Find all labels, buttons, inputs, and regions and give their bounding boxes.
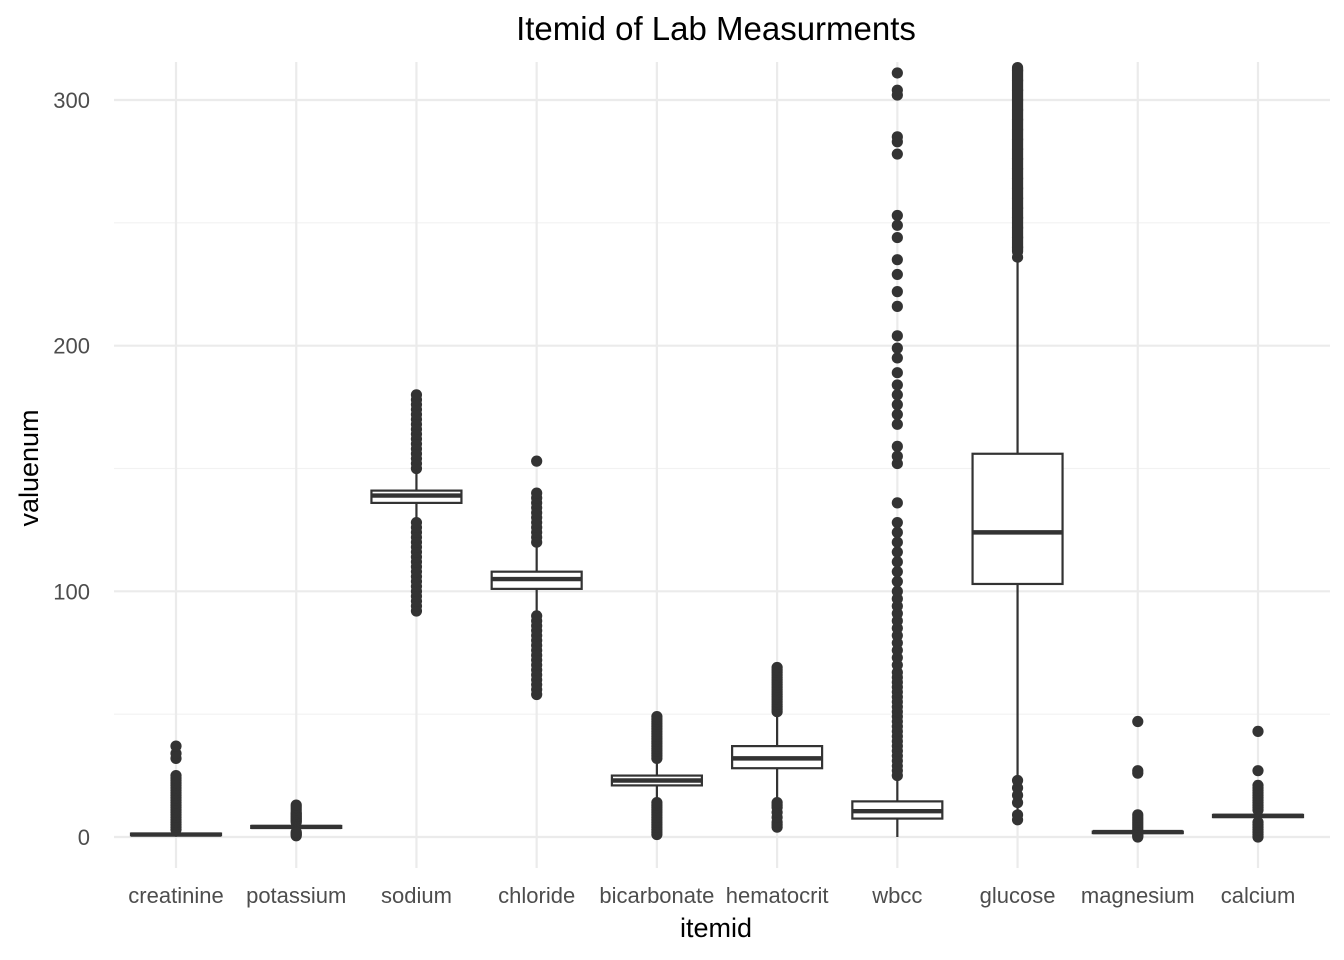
outlier-point xyxy=(1252,816,1264,828)
outlier-point xyxy=(891,286,903,298)
x-tick-label: magnesium xyxy=(1081,883,1195,908)
outlier-point xyxy=(891,131,903,143)
outlier-point xyxy=(891,254,903,266)
x-tick-label: calcium xyxy=(1221,883,1296,908)
y-axis-tick-labels: 0 100 200 300 xyxy=(53,88,90,850)
outlier-point xyxy=(891,342,903,354)
outlier-point xyxy=(891,330,903,342)
x-tick-label: creatinine xyxy=(128,883,223,908)
box-bicarbonate xyxy=(610,711,703,841)
outlier-point xyxy=(531,455,543,467)
outlier-point xyxy=(891,408,903,421)
outlier-point xyxy=(891,268,903,281)
outlier-point xyxy=(170,769,182,782)
outlier-point xyxy=(891,379,903,391)
outlier-point xyxy=(531,610,543,622)
outlier-point xyxy=(1252,779,1264,792)
outlier-point xyxy=(290,799,302,811)
x-axis-tick-labels: creatinine potassium sodium chloride bicarbo… xyxy=(128,883,1295,908)
outlier-point xyxy=(891,497,903,509)
x-tick-label: glucose xyxy=(980,883,1056,908)
box-plot-series xyxy=(129,62,1305,843)
gridlines xyxy=(114,62,1330,868)
outlier-point xyxy=(891,300,903,312)
outlier-point xyxy=(891,367,903,379)
outlier-point xyxy=(891,399,903,411)
x-tick-label: sodium xyxy=(381,883,452,908)
outlier-point xyxy=(891,566,903,578)
outlier-point xyxy=(891,450,903,462)
outlier-point xyxy=(891,67,903,79)
outlier-dense-band xyxy=(1011,62,1024,258)
outlier-point xyxy=(891,585,903,597)
outlier-point xyxy=(290,826,302,838)
box-glucose xyxy=(971,62,1064,826)
outlier-point xyxy=(891,389,903,401)
chart-title: Itemid of Lab Measurments xyxy=(516,10,916,47)
outlier-point xyxy=(410,389,423,401)
outlier-point xyxy=(531,487,543,499)
y-tick-label: 0 xyxy=(78,825,90,850)
outlier-point xyxy=(771,797,783,809)
outlier-point xyxy=(651,797,663,809)
x-tick-label: potassium xyxy=(246,883,346,908)
x-tick-label: hematocrit xyxy=(726,883,829,908)
outlier-point xyxy=(891,556,903,568)
box-hematocrit xyxy=(731,661,824,833)
x-tick-label: wbcc xyxy=(871,883,922,908)
y-axis-title: valuenum xyxy=(14,409,44,526)
box-magnesium xyxy=(1091,715,1184,843)
outlier-point xyxy=(891,526,903,538)
outlier-point xyxy=(1252,725,1264,737)
outlier-point xyxy=(891,440,903,452)
outlier-point xyxy=(891,148,903,160)
box-sodium xyxy=(370,389,463,617)
box-chloride xyxy=(490,455,583,701)
iqr-box xyxy=(971,452,1064,586)
outlier-point xyxy=(891,536,903,548)
outlier-point xyxy=(891,352,903,364)
box-potassium xyxy=(250,799,343,842)
outlier-point xyxy=(891,209,903,222)
y-tick-label: 200 xyxy=(53,334,90,359)
outlier-point xyxy=(771,661,783,674)
outlier-point xyxy=(1132,765,1144,777)
box-creatinine xyxy=(129,740,223,837)
outlier-point xyxy=(1132,715,1144,728)
box-wbcc xyxy=(851,67,944,837)
outlier-point xyxy=(410,516,423,529)
outlier-point xyxy=(891,231,903,244)
outlier-point xyxy=(1132,809,1144,821)
outlier-point xyxy=(651,711,663,723)
x-tick-label: bicarbonate xyxy=(599,883,714,908)
box-calcium xyxy=(1211,725,1305,843)
y-tick-label: 300 xyxy=(53,88,90,113)
outlier-point xyxy=(1252,765,1264,777)
outlier-point xyxy=(1011,774,1024,787)
x-tick-label: chloride xyxy=(498,883,575,908)
outlier-point xyxy=(891,575,903,588)
x-axis-title: itemid xyxy=(680,913,752,943)
outlier-point xyxy=(891,219,903,231)
outlier-point xyxy=(891,418,903,430)
outlier-point xyxy=(891,516,903,529)
y-tick-label: 100 xyxy=(53,579,90,604)
outlier-point xyxy=(891,546,903,558)
outlier-point xyxy=(170,740,182,752)
outlier-point xyxy=(1011,809,1024,821)
outlier-point xyxy=(891,84,903,96)
